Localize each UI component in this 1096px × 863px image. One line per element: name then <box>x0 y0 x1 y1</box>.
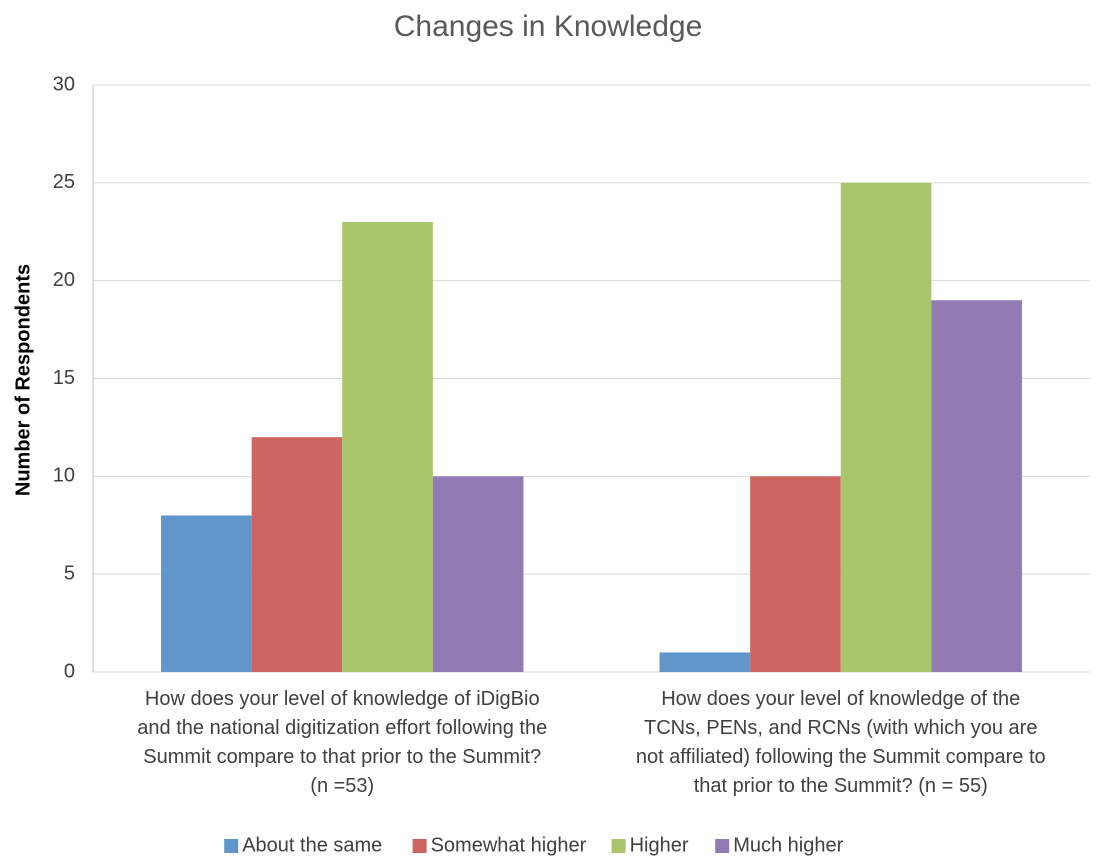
y-tick-label: 20 <box>53 269 75 291</box>
y-tick-label: 10 <box>53 465 75 487</box>
y-tick-label: 30 <box>53 73 75 95</box>
bar <box>750 476 841 672</box>
legend-swatch <box>224 839 239 853</box>
legend-swatch <box>611 839 626 853</box>
legend-label: Much higher <box>733 834 843 856</box>
bar <box>161 515 252 672</box>
bar <box>659 652 751 672</box>
y-tick-label: 0 <box>64 660 75 682</box>
y-tick-label: 5 <box>64 562 75 584</box>
y-tick-label: 15 <box>53 367 75 389</box>
chart-title: Changes in Knowledge <box>394 10 703 43</box>
y-tick-label: 25 <box>53 171 75 193</box>
legend-label: About the same <box>242 834 382 856</box>
legend-swatch <box>412 839 427 853</box>
bar <box>931 300 1022 672</box>
legend-label: Higher <box>630 834 689 856</box>
x-tick-label: How does your level of knowledge of the … <box>635 688 1046 797</box>
bar <box>251 437 343 672</box>
bar <box>432 476 524 672</box>
y-axis-label: Number of Respondents <box>12 264 34 496</box>
bar <box>342 221 433 672</box>
legend-swatch <box>715 839 730 853</box>
legend-label: Somewhat higher <box>431 834 587 856</box>
bar <box>840 182 932 673</box>
x-tick-label: How does your level of knowledge of iDig… <box>137 688 548 797</box>
